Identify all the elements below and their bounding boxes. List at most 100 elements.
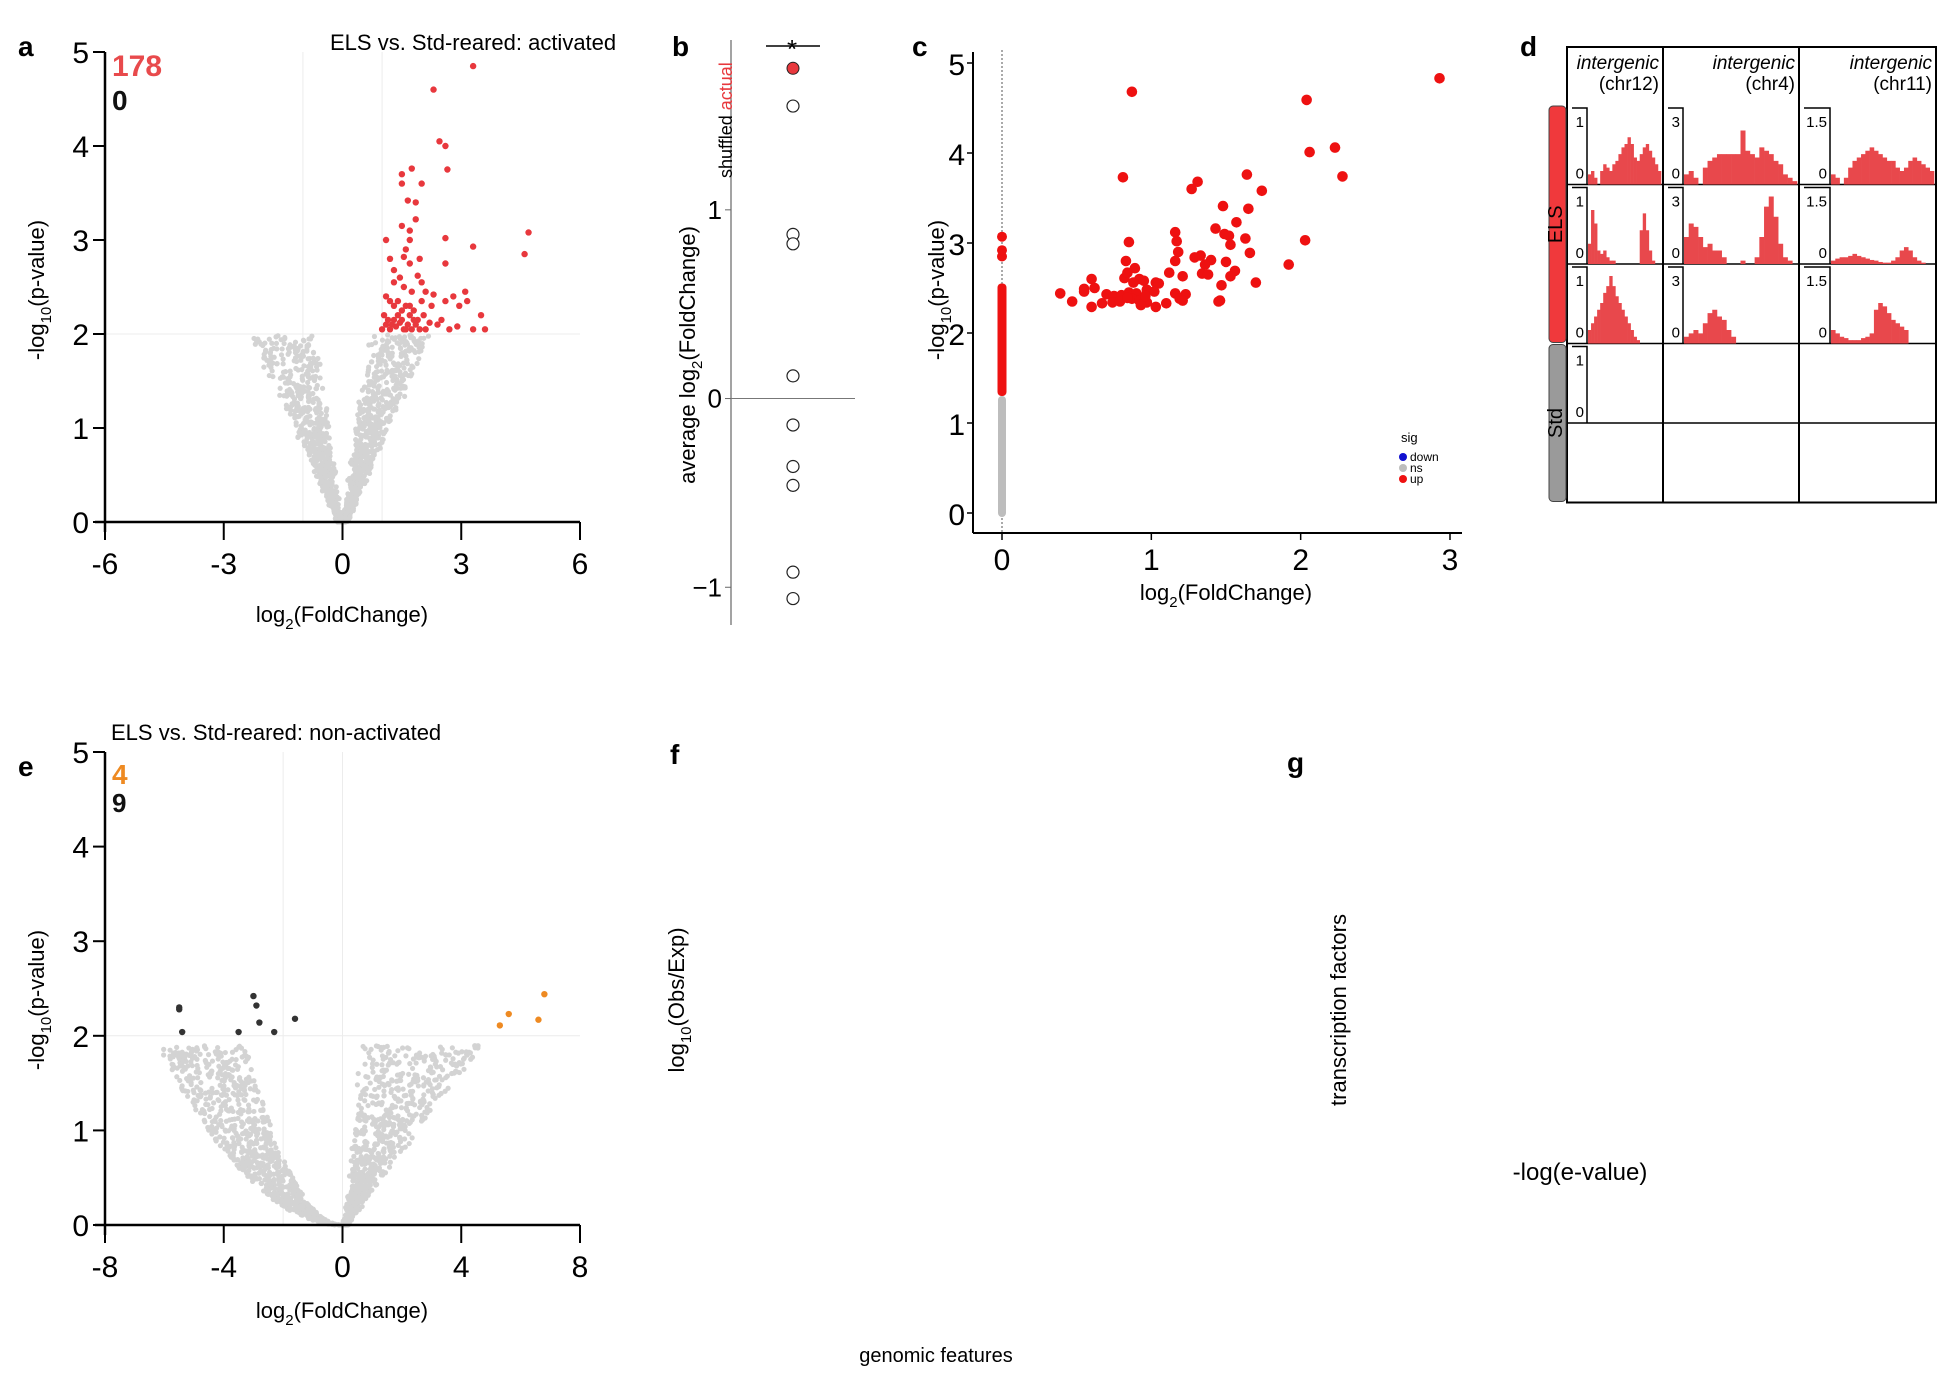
panel-e-xlabel: log2(FoldChange): [256, 1298, 428, 1329]
ns-point: [271, 1194, 277, 1200]
ns-point: [370, 1154, 377, 1160]
panel-label-d: d: [1520, 31, 1537, 62]
scale-min-label: 0: [1672, 166, 1680, 183]
ns-point: [437, 1044, 444, 1050]
ns-point: [243, 1136, 249, 1142]
scale-min-label: 0: [1576, 325, 1584, 342]
ns-point: [389, 1077, 395, 1083]
ns-point: [215, 1075, 221, 1081]
ns-point: [267, 361, 273, 367]
ns-point: [420, 1096, 426, 1102]
ns-point: [289, 1177, 295, 1183]
ns-point: [245, 1102, 252, 1108]
group-label: Std: [1545, 408, 1567, 438]
ns-point: [450, 1061, 456, 1068]
ns-point: [265, 1191, 271, 1197]
coverage-bar: [1600, 253, 1604, 264]
ns-point: [373, 1101, 379, 1108]
ns-point: [236, 1101, 242, 1107]
point-up: [382, 293, 390, 300]
ns-point: [381, 1092, 387, 1099]
ns-point: [413, 1060, 419, 1066]
ns-point: [421, 1058, 427, 1064]
point-up: [378, 326, 386, 333]
coverage-bar: [1869, 259, 1875, 264]
ns-point: [397, 1148, 404, 1154]
point-up: [406, 260, 413, 267]
ns-point: [390, 400, 397, 407]
ns-point: [380, 343, 386, 350]
point-up: [1177, 271, 1188, 282]
ns-point: [381, 1088, 387, 1094]
ns-point: [249, 1178, 256, 1185]
point-up: [398, 307, 406, 314]
coverage-bar: [1852, 253, 1858, 264]
ns-point: [302, 404, 308, 411]
ns-point: [197, 1051, 203, 1057]
ns-point: [363, 1073, 369, 1080]
scale-max-label: 1.5: [1806, 114, 1827, 131]
ns-point: [400, 385, 406, 391]
point-up: [1304, 146, 1315, 158]
y-tick-label: 5: [948, 49, 965, 82]
column-subtitle: (chr11): [1873, 74, 1932, 95]
point-up: [1086, 273, 1097, 285]
scale-min-label: 0: [1672, 325, 1680, 342]
ns-point: [360, 466, 366, 472]
ns-point: [313, 386, 320, 392]
ns-point: [287, 342, 293, 348]
ns-point: [367, 1180, 373, 1186]
ns-point: [365, 468, 371, 475]
ns-point: [375, 352, 381, 358]
ns-point: [329, 481, 335, 488]
point-up: [420, 312, 427, 319]
point-up: [1199, 259, 1211, 270]
coverage-bar: [1908, 160, 1913, 185]
ns-point: [314, 410, 320, 416]
ns-point: [394, 340, 400, 346]
ns-point: [427, 1064, 434, 1070]
ns-point: [174, 1074, 180, 1080]
ns-point: [386, 339, 392, 345]
ns-point: [278, 1199, 284, 1205]
ns-point: [229, 1049, 236, 1055]
coverage-bar: [1759, 147, 1765, 185]
shuffled-point: [786, 591, 800, 606]
point-up: [438, 316, 445, 324]
coverage-bar: [1609, 276, 1613, 344]
ns-point: [422, 1109, 428, 1115]
ns-point: [296, 429, 302, 435]
ns-point: [270, 1180, 277, 1186]
coverage-bar: [1684, 174, 1690, 185]
ns-point: [392, 373, 398, 379]
ns-point: [314, 426, 320, 432]
ns-point: [209, 1119, 215, 1125]
ns-point: [389, 1102, 395, 1108]
coverage-bar: [1843, 177, 1849, 185]
point-down: [250, 992, 257, 1000]
ns-point: [379, 337, 386, 343]
point-up: [446, 326, 453, 333]
ns-point: [404, 1100, 410, 1107]
ns-point: [287, 374, 293, 380]
panel-d-coverage-tracks: intergenic(chr12)intergenic(chr4)interge…: [1545, 46, 1937, 504]
ns-point: [403, 348, 409, 354]
ns-point: [400, 360, 407, 366]
ns-point: [375, 1155, 381, 1161]
ns-point: [305, 379, 311, 386]
ns-point: [269, 340, 275, 346]
coverage-bar: [1861, 154, 1866, 185]
x-tick-label: -4: [210, 1251, 237, 1284]
ns-point: [213, 1138, 219, 1144]
ns-point: [375, 415, 381, 421]
ns-point: [360, 1043, 366, 1050]
y-tick-label: 1: [72, 413, 89, 446]
ns-point: [349, 461, 355, 467]
point-up: [412, 199, 419, 206]
ns-point: [266, 372, 272, 379]
zero-column-ns: [998, 396, 1006, 517]
ns-point: [373, 1124, 379, 1130]
ns-point: [280, 1184, 286, 1190]
ns-point: [301, 429, 307, 435]
ns-point: [352, 1138, 358, 1144]
